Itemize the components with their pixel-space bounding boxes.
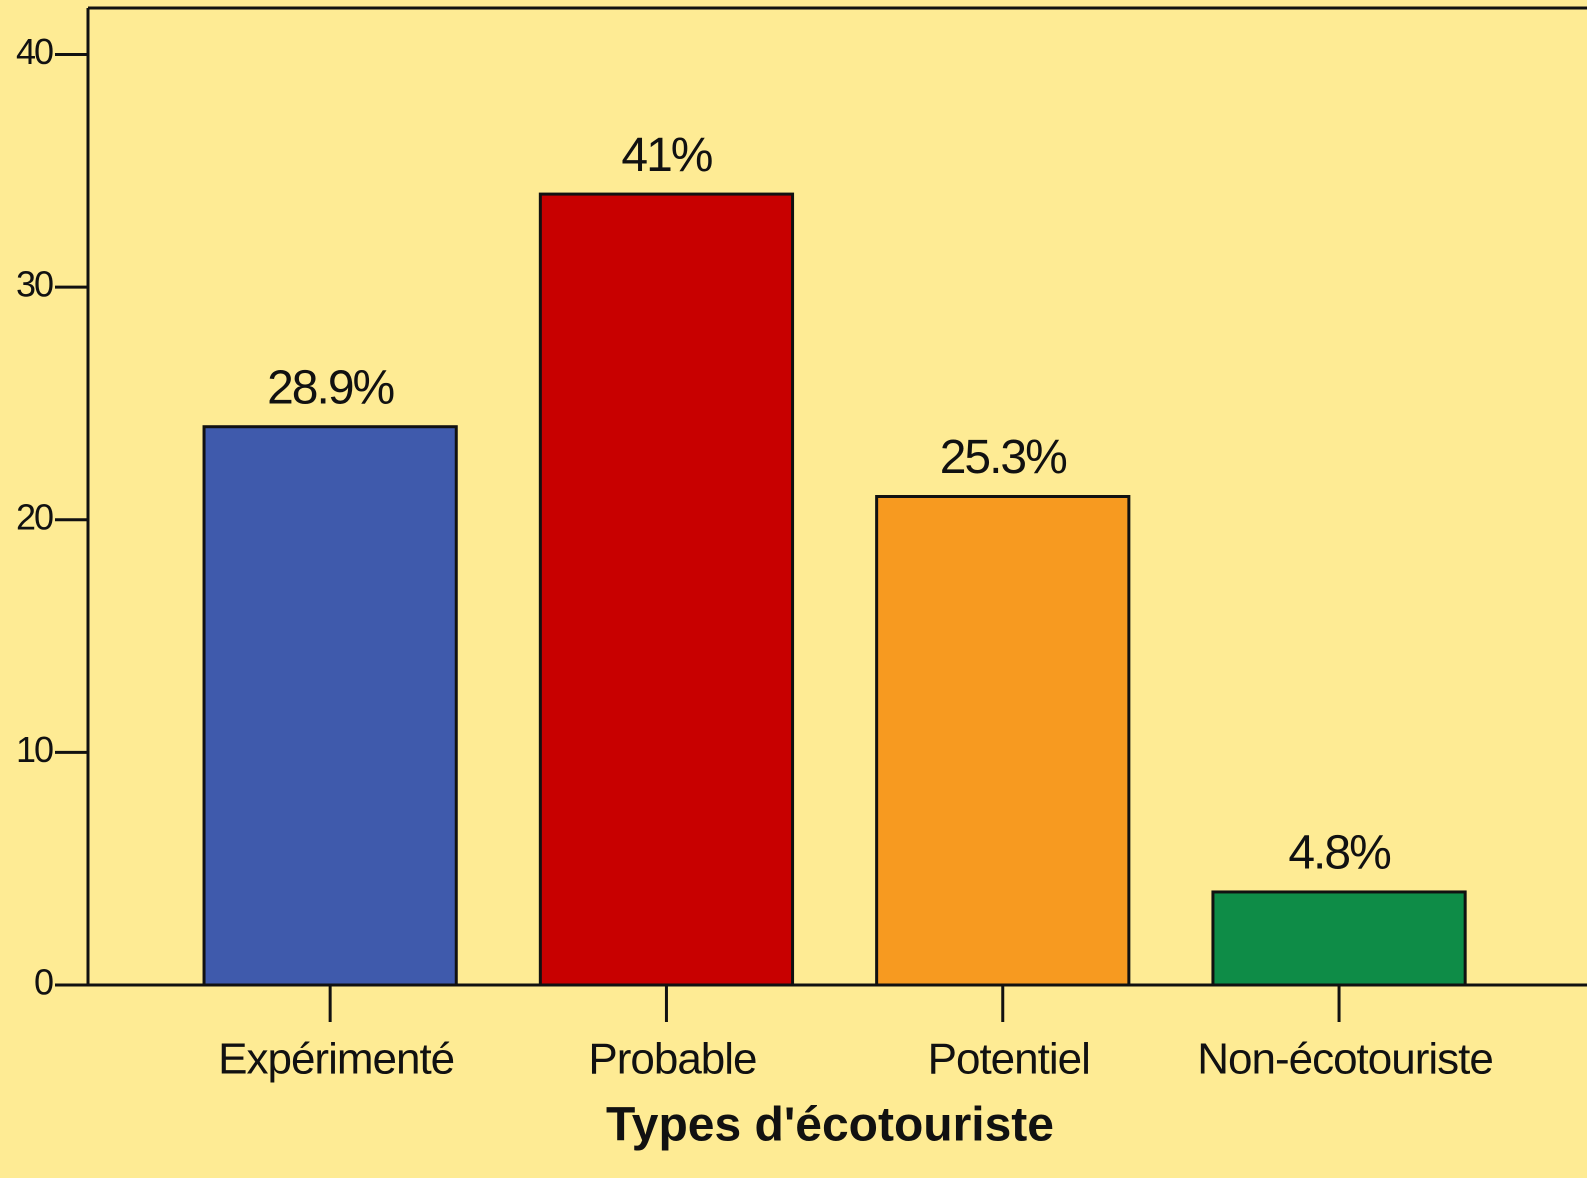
y-tick-label: 0 xyxy=(34,962,53,1003)
y-tick-label: 30 xyxy=(16,264,53,305)
x-tick-label: Non-écotouriste xyxy=(1197,1035,1493,1084)
value-label: 28.9% xyxy=(267,361,393,414)
value-label: 41% xyxy=(621,129,711,182)
x-tick-label: Probable xyxy=(588,1035,756,1084)
value-label: 25.3% xyxy=(940,431,1066,484)
y-tick-label: 10 xyxy=(16,729,53,770)
x-tick-label: Expérimenté xyxy=(218,1035,454,1084)
x-tick-label: Potentiel xyxy=(928,1035,1090,1084)
bar xyxy=(875,495,1131,987)
bar xyxy=(538,192,795,987)
y-tick-label: 20 xyxy=(16,496,53,537)
bar xyxy=(202,425,458,987)
x-axis-title: Types d'écotouriste xyxy=(606,1099,1054,1152)
value-label: 4.8% xyxy=(1288,827,1390,880)
bar xyxy=(1211,890,1467,987)
y-tick-label: 40 xyxy=(16,31,53,72)
